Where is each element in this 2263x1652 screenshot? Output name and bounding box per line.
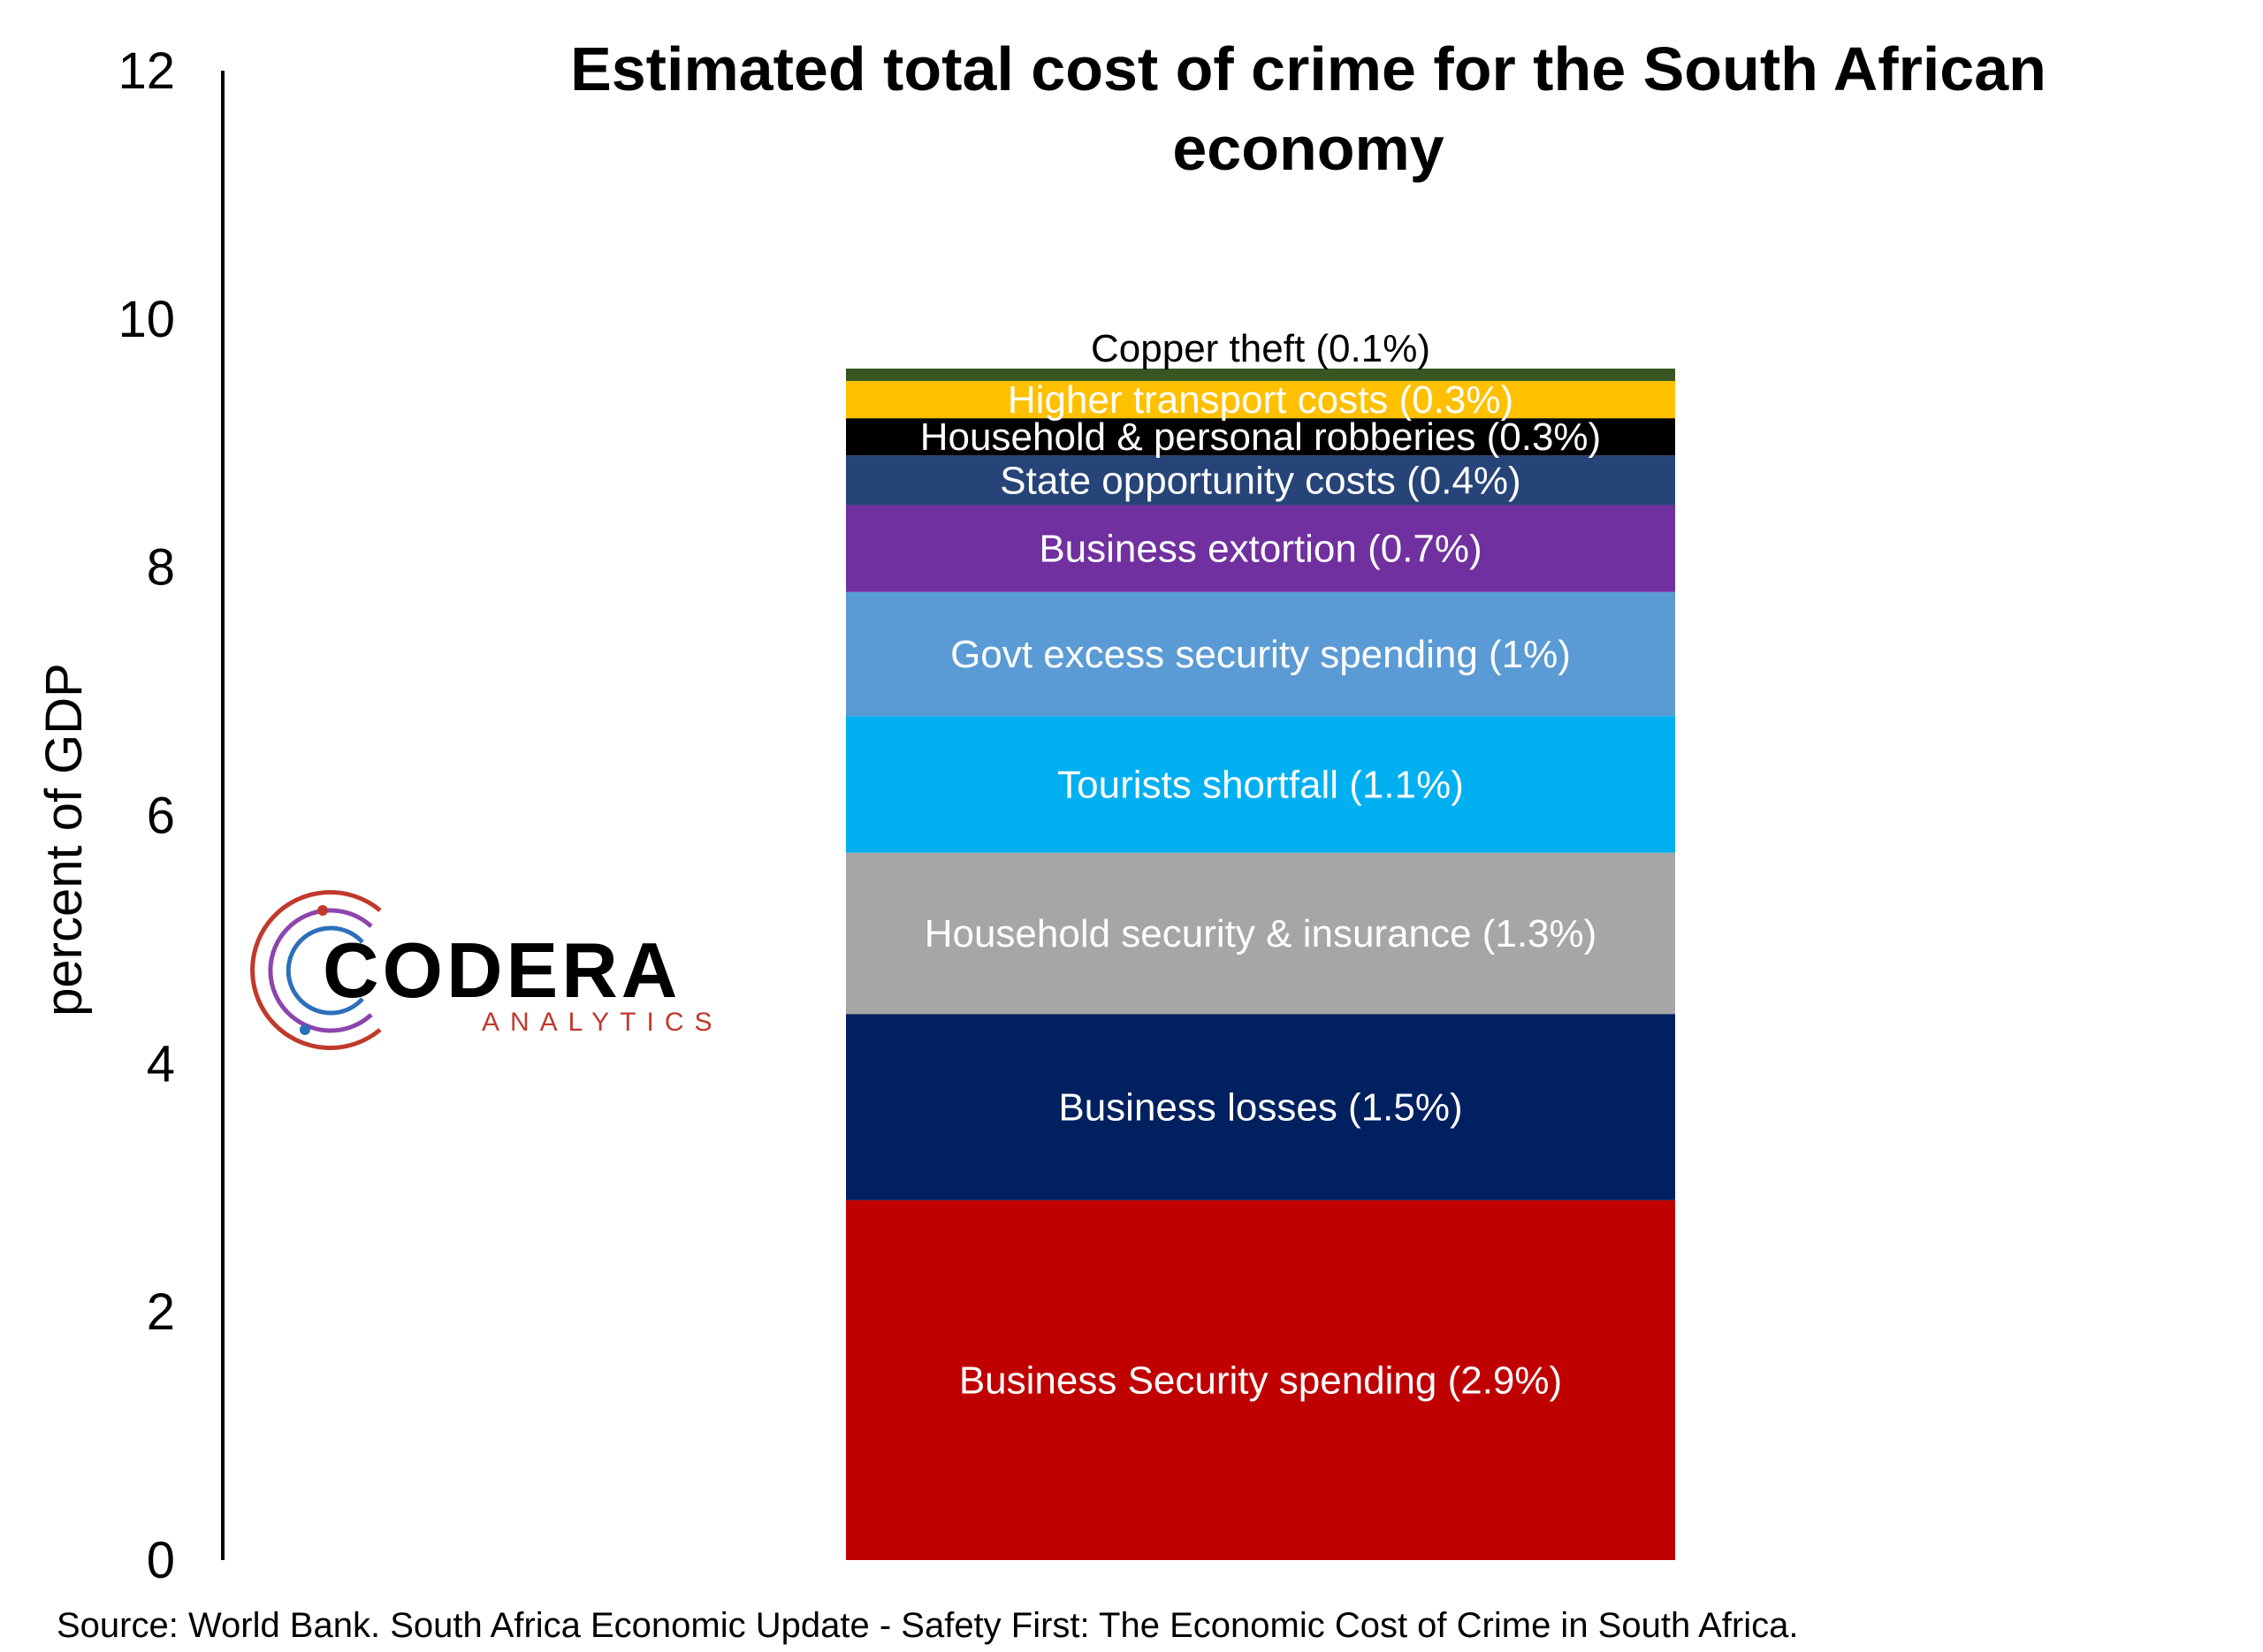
y-tick-label: 2	[147, 1283, 175, 1341]
bar-segment	[846, 381, 1675, 419]
y-tick-label: 8	[147, 539, 175, 597]
y-tick-label: 6	[147, 788, 175, 845]
segment-label: Business Security spending (2.9%)	[959, 1359, 1562, 1402]
chart-title-line-1: Estimated total cost of crime for the So…	[570, 34, 2046, 103]
bar-segment	[846, 505, 1675, 592]
bar-segment	[846, 716, 1675, 853]
segment-label: Household security & insurance (1.3%)	[925, 912, 1597, 955]
segment-label: Business losses (1.5%)	[1058, 1085, 1462, 1129]
logo-subtitle: ANALYTICS	[482, 1008, 723, 1037]
bar-segment	[846, 418, 1675, 456]
segment-label: Higher transport costs (0.3%)	[1008, 378, 1513, 422]
y-tick-label: 4	[147, 1035, 175, 1092]
chart-title-line-2: economy	[1172, 114, 1444, 183]
segment-label: Tourists shortfall (1.1%)	[1057, 763, 1464, 806]
bar-segment	[846, 1014, 1675, 1200]
y-tick-label: 12	[118, 42, 175, 100]
bar-segment	[846, 1199, 1675, 1560]
y-axis-ticks: 0 2 4 6 8 10 12	[118, 42, 175, 1589]
y-tick-label: 0	[147, 1532, 175, 1589]
source-note: Source: World Bank. South Africa Economi…	[57, 1606, 1798, 1645]
y-tick-label: 10	[118, 291, 175, 348]
codera-logo: CODERA ANALYTICS	[250, 890, 723, 1050]
logo-circle-icon	[250, 890, 382, 1050]
bar-segment	[846, 369, 1675, 382]
bar-segment	[846, 455, 1675, 506]
bar-segments	[846, 369, 1675, 1560]
y-axis-label: percent of GDP	[35, 663, 93, 1016]
segment-label: Govt excess security spending (1%)	[950, 633, 1571, 676]
segment-label: State opportunity costs (0.4%)	[1000, 459, 1520, 502]
segment-labels: Business Security spending (2.9%) Busines…	[920, 327, 1601, 1402]
segment-label: Business extortion (0.7%)	[1039, 528, 1482, 571]
segment-label: Household & personal robberies (0.3%)	[920, 415, 1601, 459]
segment-label: Copper theft (0.1%)	[1091, 327, 1430, 370]
logo-wordmark: CODERA	[323, 926, 681, 1014]
bar-segment	[846, 852, 1675, 1015]
bar-segment	[846, 591, 1675, 717]
